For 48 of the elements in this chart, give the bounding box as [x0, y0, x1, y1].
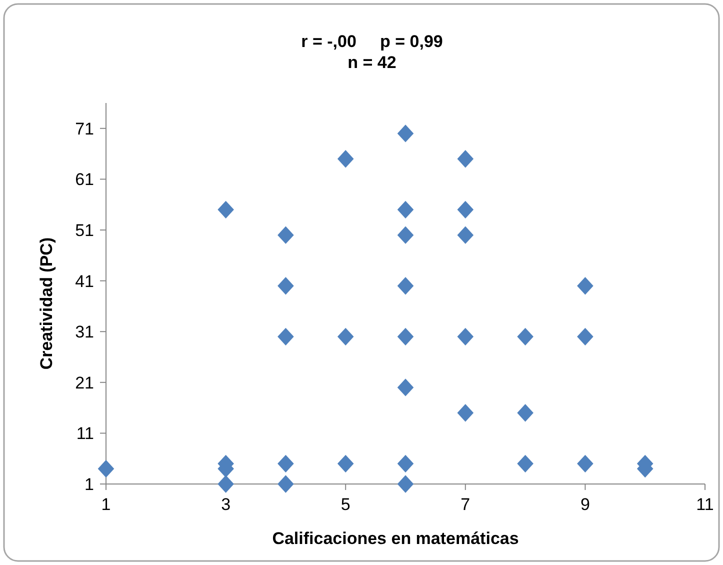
point — [577, 454, 594, 473]
x-tick-label: 7 — [460, 495, 470, 514]
point — [517, 328, 534, 346]
point — [397, 277, 414, 295]
point — [397, 378, 414, 396]
point — [278, 454, 294, 473]
point — [517, 404, 534, 422]
point — [457, 200, 474, 219]
point — [457, 404, 474, 422]
point — [218, 200, 234, 219]
y-tick-label: 41 — [75, 272, 94, 291]
y-axis-title: Creatividad (PC) — [37, 237, 56, 370]
point — [218, 475, 234, 493]
point — [278, 226, 294, 244]
point — [397, 226, 414, 244]
point — [337, 454, 354, 473]
point — [337, 150, 354, 168]
y-tick-label: 71 — [75, 119, 94, 138]
y-tick-label: 1 — [84, 474, 94, 494]
point — [397, 124, 414, 142]
y-tick-label: 21 — [75, 373, 94, 392]
chart-title: r = -,00 p = 0,99 — [301, 32, 443, 51]
y-tick-label: 51 — [75, 220, 94, 240]
point — [397, 475, 414, 493]
point — [278, 328, 294, 346]
point — [457, 150, 474, 168]
x-tick-label: 11 — [696, 495, 714, 514]
y-tick-label: 61 — [75, 170, 94, 190]
point — [278, 277, 294, 295]
point — [397, 200, 414, 219]
point — [517, 454, 534, 473]
point — [397, 328, 414, 346]
x-axis-title: Calificaciones en matemáticas — [272, 529, 519, 548]
point — [577, 277, 594, 295]
point — [397, 454, 414, 473]
x-tick-label: 9 — [580, 495, 590, 514]
y-tick-label: 11 — [76, 424, 94, 444]
y-tick-label: 31 — [75, 322, 94, 342]
x-tick-label: 3 — [221, 495, 231, 514]
chart-subtitle: n = 42 — [348, 53, 396, 72]
point — [577, 328, 594, 346]
x-tick-label: 5 — [340, 495, 350, 514]
point — [278, 475, 294, 493]
point — [98, 460, 114, 478]
x-tick-label: 1 — [101, 495, 111, 514]
point — [457, 328, 474, 346]
point — [457, 226, 474, 244]
point — [337, 328, 354, 346]
